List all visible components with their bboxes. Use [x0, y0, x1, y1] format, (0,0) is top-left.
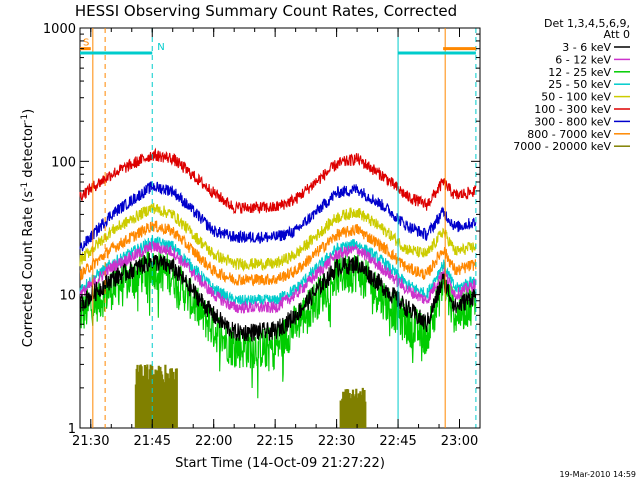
x-tick-label: 22:30: [318, 434, 355, 449]
legend-label: 25 - 50 keV: [548, 78, 611, 91]
x-axis: 21:30 21:45 22:00 22:15 22:30 22:45 23:00: [72, 28, 481, 449]
y-axis: 1 10 100 1000: [43, 22, 480, 437]
series-line: [79, 240, 477, 314]
y-axis-label: Corrected Count Rate (s-1 detector-1): [20, 109, 36, 347]
y-tick-label: 100: [51, 155, 76, 170]
series-line: [79, 252, 477, 342]
x-tick-label: 21:30: [72, 434, 109, 449]
series-bars-7000-20000: [134, 364, 178, 428]
x-tick-label: 22:00: [195, 434, 232, 449]
y-tick-label: 1: [68, 422, 76, 437]
legend-label: 3 - 6 keV: [562, 41, 611, 54]
series-line: [79, 220, 477, 287]
legend-label: 12 - 25 keV: [548, 66, 611, 79]
series-bars-7000-20000: [339, 387, 367, 428]
legend-label: 300 - 800 keV: [534, 115, 611, 128]
legend-label: 50 - 100 keV: [541, 91, 611, 104]
series-line: [79, 181, 477, 252]
plot-timestamp: 19-Mar-2010 14:59: [560, 470, 637, 479]
legend-header-line2: Att 0: [604, 28, 630, 41]
y-axis-label-part1: Corrected Count Rate (s: [21, 191, 36, 348]
x-tick-label: 22:45: [379, 434, 416, 449]
x-axis-label: Start Time (14-Oct-09 21:27:22): [175, 456, 385, 471]
y-axis-label-sup2: -1: [20, 114, 30, 123]
x-tick-label: 23:00: [441, 434, 478, 449]
series-line: [79, 147, 477, 215]
legend-header-line1: Det 1,3,4,5,6,9,: [544, 17, 630, 30]
flag-label: N: [157, 42, 164, 53]
legend-label: 100 - 300 keV: [534, 103, 611, 116]
plot-frame: [79, 27, 481, 429]
y-tick-label: 1000: [43, 22, 76, 37]
legend-label: 800 - 7000 keV: [527, 128, 611, 141]
legend-label: 7000 - 20000 keV: [513, 140, 611, 153]
legend-label: 6 - 12 keV: [555, 53, 611, 66]
y-tick-label: 10: [59, 289, 76, 304]
series-line: [79, 202, 477, 273]
chart-title: HESSI Observing Summary Count Rates, Cor…: [75, 2, 457, 20]
x-tick-label: 22:15: [256, 434, 293, 449]
x-tick-label: 21:45: [134, 434, 171, 449]
y-axis-label-part3: ): [21, 109, 36, 114]
y-axis-label-part2: detector: [21, 122, 36, 182]
flag-label: S: [83, 38, 89, 49]
y-axis-label-sup1: -1: [20, 182, 30, 191]
